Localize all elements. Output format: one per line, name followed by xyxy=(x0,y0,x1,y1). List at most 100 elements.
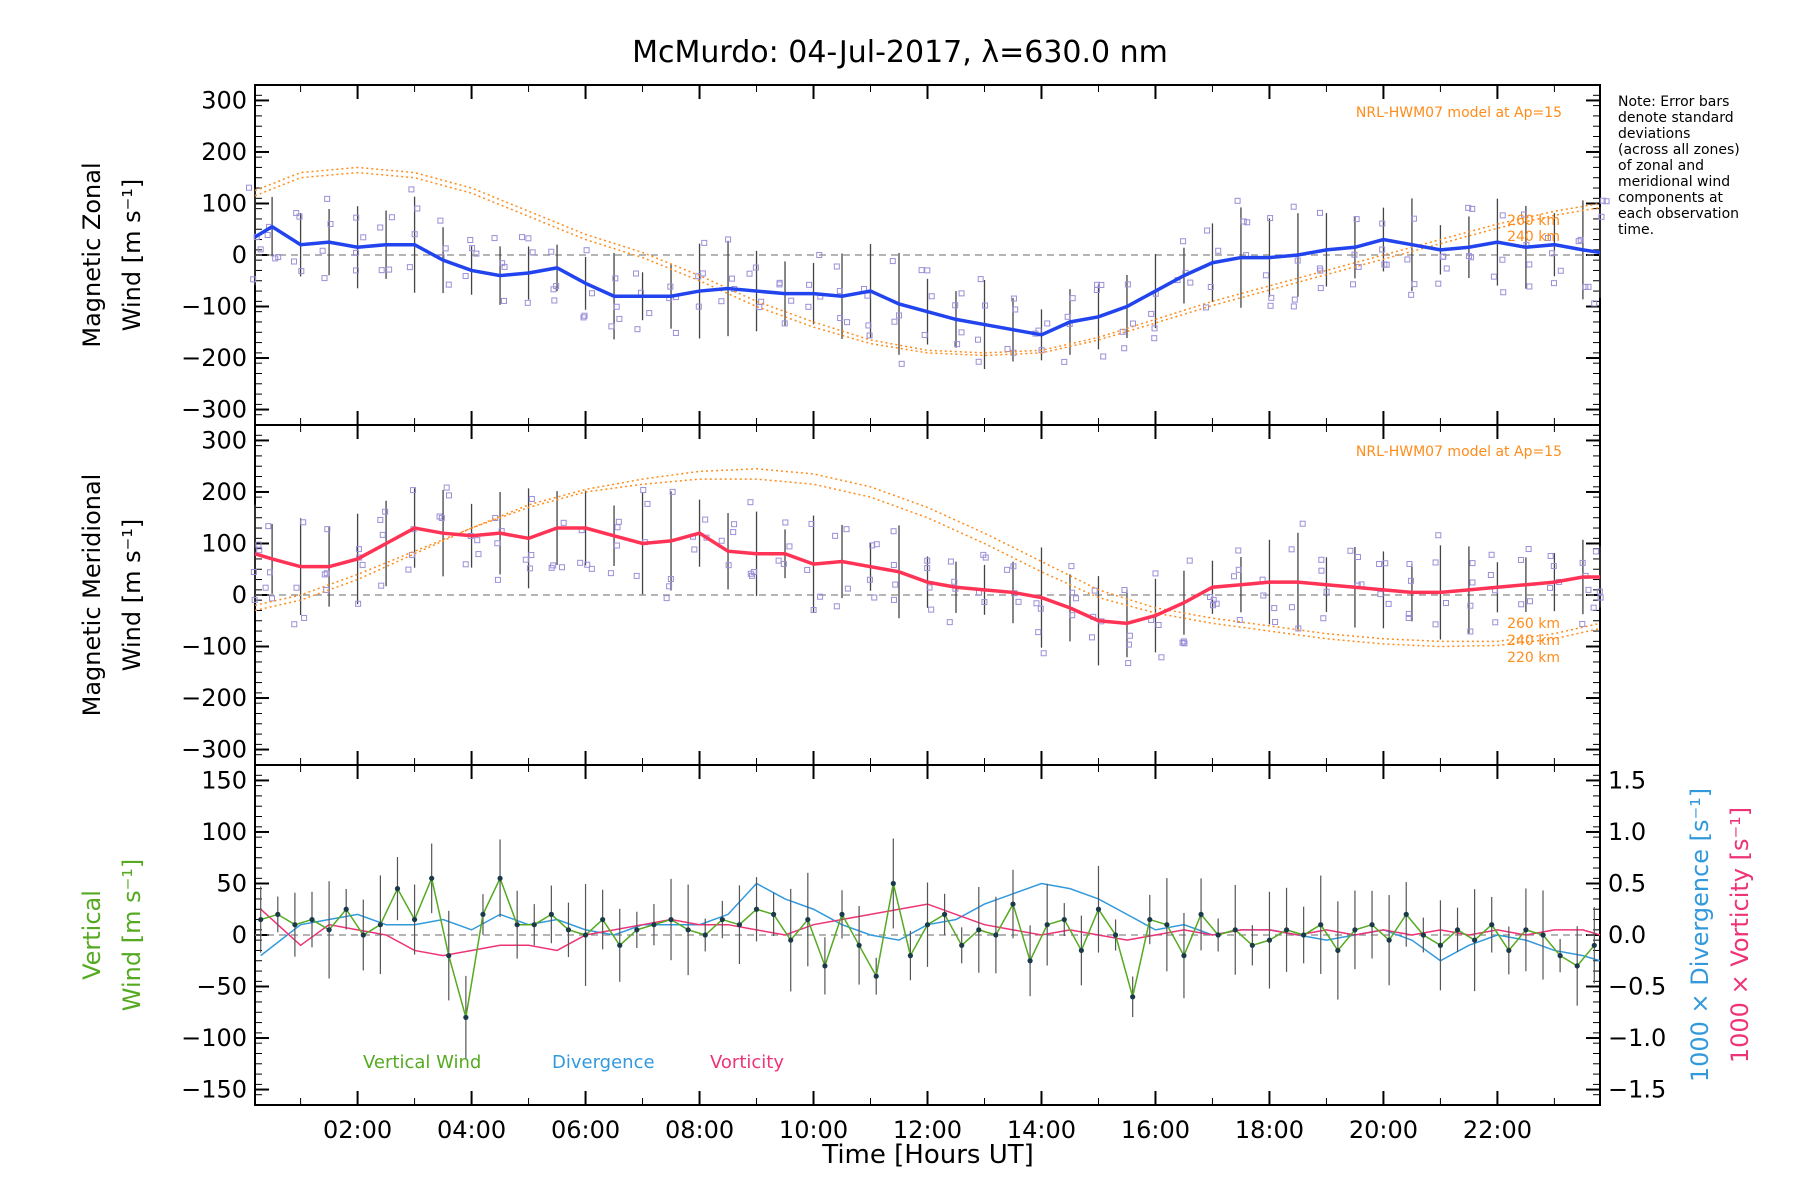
legend-divergence: Divergence xyxy=(552,1052,655,1073)
note-line: of zonal and xyxy=(1618,158,1704,174)
y-tick-label: −300 xyxy=(181,396,247,424)
data-point-box xyxy=(816,251,823,258)
data-point-box xyxy=(1408,291,1415,298)
y-tick-label: 200 xyxy=(201,478,247,506)
data-point-box xyxy=(1596,588,1603,595)
data-point-box xyxy=(928,293,935,300)
data-point-box xyxy=(951,578,958,585)
data-point-box xyxy=(1155,621,1162,628)
data-point-box xyxy=(1209,602,1216,609)
y-tick-label: −300 xyxy=(181,736,247,764)
data-point-box xyxy=(438,514,445,521)
data-point-box xyxy=(837,315,844,322)
data-point-box xyxy=(1488,551,1495,558)
data-point-box xyxy=(1129,320,1136,327)
data-point-box xyxy=(551,297,558,304)
data-point-box xyxy=(776,279,783,286)
x-tick-label: 20:00 xyxy=(1349,1116,1418,1144)
zonal-wind-line xyxy=(254,224,1601,337)
data-point-box xyxy=(718,537,725,544)
y-tick-label: −100 xyxy=(181,1024,247,1052)
data-point-box xyxy=(667,576,674,583)
vertical-wind-point xyxy=(1010,901,1016,907)
meridional-alt-label-240: 240 km xyxy=(1507,633,1560,649)
data-point-box xyxy=(405,566,412,573)
data-point-box xyxy=(293,584,300,591)
data-point-box xyxy=(1582,283,1589,290)
data-point-box xyxy=(1091,587,1098,594)
data-point-box xyxy=(410,487,417,494)
meridional-alt-label-220: 220 km xyxy=(1507,650,1560,666)
vertical-wind-point xyxy=(1027,958,1033,964)
data-point-box xyxy=(1405,614,1412,621)
data-point-box xyxy=(1125,641,1132,648)
data-point-box xyxy=(382,508,389,515)
data-point-box xyxy=(1100,353,1107,360)
data-point-box xyxy=(889,258,896,265)
data-point-box xyxy=(615,518,622,525)
data-point-box xyxy=(752,264,759,271)
data-point-box xyxy=(1405,610,1412,617)
vertical-wind-point xyxy=(1318,922,1324,928)
vertical-ylabel-1: Vertical xyxy=(78,890,106,980)
vertical-wind-point xyxy=(651,922,657,928)
vertical-wind-point xyxy=(668,916,674,923)
vertical-wind-point xyxy=(343,906,349,912)
data-point-box xyxy=(1468,254,1475,261)
data-point-box xyxy=(462,561,469,568)
data-point-box xyxy=(977,276,984,283)
data-point-box xyxy=(1603,198,1610,205)
data-point-box xyxy=(445,281,452,288)
data-point-box xyxy=(608,323,615,330)
x-tick-label: 18:00 xyxy=(1235,1116,1304,1144)
data-point-box xyxy=(550,286,557,293)
data-point-box xyxy=(1152,570,1159,577)
vertical-wind-point xyxy=(736,922,743,928)
data-point-box xyxy=(1010,295,1017,302)
data-point-box xyxy=(1323,588,1330,595)
data-point-box xyxy=(1517,556,1524,563)
y-tick-label: 0 xyxy=(232,241,247,269)
data-point-box xyxy=(924,565,931,572)
data-point-box xyxy=(1487,571,1494,578)
vertical-wind-point xyxy=(685,927,691,933)
vertical-wind-point xyxy=(822,963,828,969)
x-tick-label: 08:00 xyxy=(665,1116,734,1144)
note-line: meridional wind xyxy=(1618,174,1730,190)
vertical-wind-point xyxy=(907,953,914,959)
data-point-box xyxy=(1547,584,1554,591)
data-point-box xyxy=(806,281,813,288)
vertical-wind-point xyxy=(565,927,572,933)
vertical-wind-point xyxy=(309,916,315,923)
data-point-box xyxy=(728,275,735,282)
vertical-wind-point xyxy=(1044,922,1050,928)
vertical-wind-point xyxy=(976,927,982,933)
plot-layer: −300−200−1000100200300−300−200−100010020… xyxy=(181,85,1666,1144)
data-point-box xyxy=(633,572,640,579)
data-point-box xyxy=(946,619,953,626)
data-point-box xyxy=(525,235,532,242)
data-point-box xyxy=(1320,615,1327,622)
x-tick-label: 22:00 xyxy=(1463,1116,1532,1144)
note-line: time. xyxy=(1618,222,1654,238)
y-tick-label: 300 xyxy=(201,86,247,114)
note-line: components at xyxy=(1618,190,1724,206)
data-point-box xyxy=(501,263,508,270)
data-point-box xyxy=(1180,238,1187,245)
vertical-wind-point xyxy=(771,911,777,917)
vertical-wind-point xyxy=(788,937,794,943)
data-point-box xyxy=(408,186,415,193)
vertical-wind-point xyxy=(1386,937,1392,943)
data-point-box xyxy=(250,276,257,283)
zonal-model-label: NRL-HWM07 model at Ap=15 xyxy=(1356,105,1562,121)
data-point-box xyxy=(776,281,783,288)
data-point-box xyxy=(981,599,988,606)
x-tick-label: 02:00 xyxy=(323,1116,392,1144)
data-point-box xyxy=(588,290,595,297)
data-point-box xyxy=(1121,586,1128,593)
vertical-wind-point xyxy=(531,922,537,928)
data-point-box xyxy=(725,236,732,243)
data-point-box xyxy=(663,595,670,602)
data-point-box xyxy=(1148,310,1155,317)
